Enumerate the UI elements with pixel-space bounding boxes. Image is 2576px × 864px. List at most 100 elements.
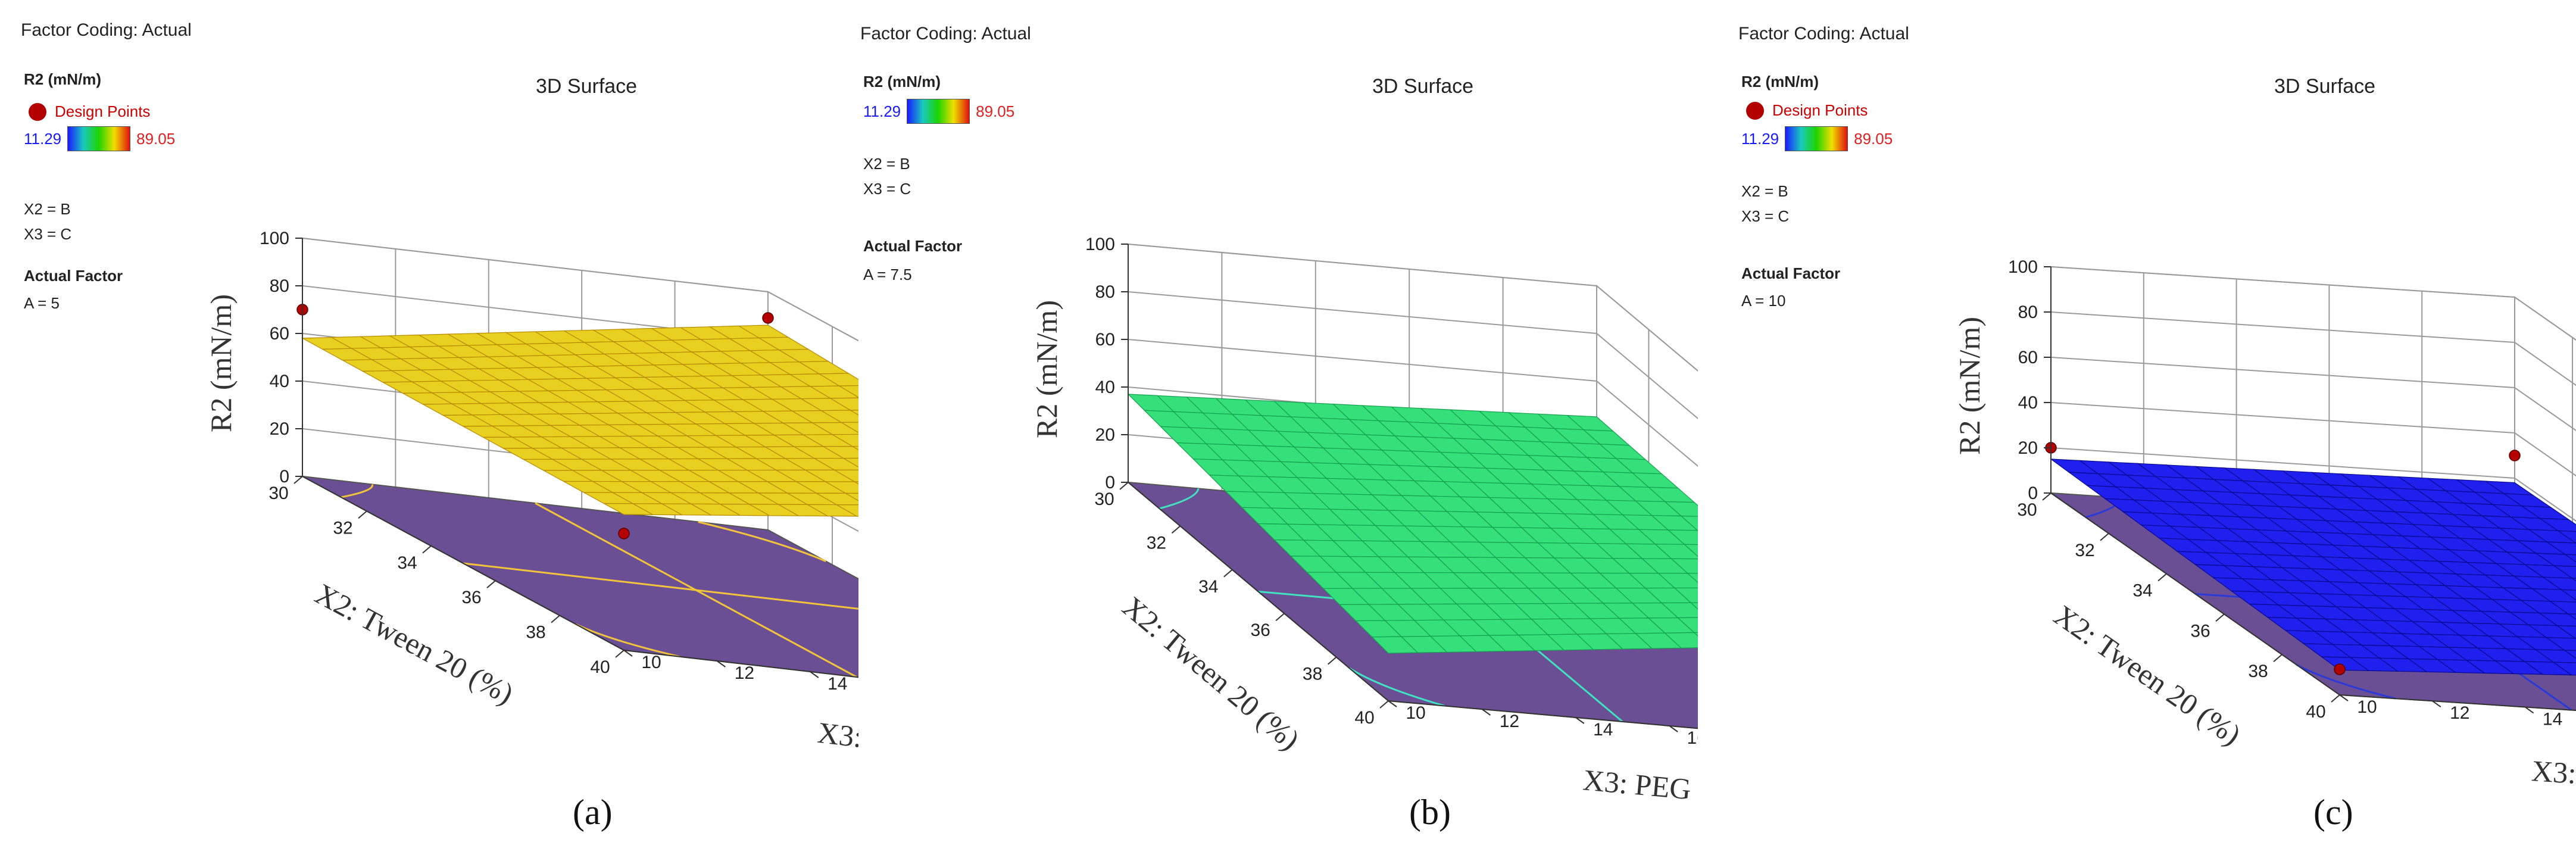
surface-cell	[1683, 544, 1698, 557]
y-tick	[1575, 717, 1585, 724]
z-tick-label: 40	[2018, 393, 2038, 413]
surface-cell	[1673, 587, 1698, 603]
y-tick-label: 10	[641, 653, 661, 672]
x-tick-label: 36	[1251, 620, 1270, 640]
surface-cell	[2531, 588, 2576, 603]
surface-plot-a: 020406080100303234363840101214161820R2 (…	[204, 229, 858, 773]
contour-curve	[1348, 667, 1445, 707]
x-tick	[2273, 654, 2283, 662]
surface-cell	[2560, 589, 2576, 601]
design-points-legend: Design Points	[1746, 101, 1868, 120]
panel-b: Factor Coding: Actual R2 (mN/m) 11.29 89…	[839, 0, 1698, 864]
x-tick-label: 36	[461, 588, 481, 607]
y-tick-label: 14	[828, 674, 847, 694]
plot-title: 3D Surface	[1372, 75, 1474, 98]
z-gridline	[302, 238, 858, 342]
x-tick	[2042, 492, 2052, 501]
x-tick-label: 34	[1198, 577, 1218, 597]
surface-cell	[2534, 649, 2576, 663]
surface-cell	[2549, 601, 2576, 615]
x-tick	[358, 510, 367, 519]
y-tick	[623, 650, 633, 657]
x3-map-label: X3 = C	[1741, 207, 1790, 225]
surface-cell	[2563, 650, 2576, 659]
surface-cell	[1690, 602, 1698, 610]
color-scale-max: 89.05	[1854, 129, 1893, 148]
x-tick	[2100, 533, 2109, 541]
factor-map: X2 = B X3 = C	[863, 151, 911, 201]
y-tick	[1669, 725, 1678, 732]
color-gradient-bar	[907, 99, 970, 124]
x-tick-label: 40	[590, 657, 610, 677]
plot-title: 3D Surface	[2274, 75, 2376, 98]
panel-caption: (a)	[573, 793, 613, 832]
x-tick	[1275, 613, 1285, 621]
color-scale-min: 11.29	[24, 129, 62, 148]
surface-plot-b: 020406080100303234363840101214161820R2 (…	[1030, 235, 1698, 815]
surface-cell	[822, 445, 858, 459]
surface-cell	[1696, 530, 1698, 532]
x-tick	[2215, 613, 2225, 622]
surface-cell	[833, 469, 858, 482]
x-tick	[2157, 573, 2167, 582]
y-tick-label: 16	[1687, 728, 1698, 748]
design-points-legend: Design Points	[29, 102, 150, 121]
y-tick	[716, 660, 726, 668]
design-point-legend-icon	[1746, 101, 1764, 120]
x-tick	[486, 580, 496, 588]
surface-cell	[813, 457, 858, 471]
x3-map-label: X3 = C	[863, 180, 911, 198]
actual-factor-value: A = 7.5	[863, 266, 912, 283]
z-tick-label: 20	[270, 419, 289, 439]
y-tick	[2339, 694, 2349, 701]
x-tick-label: 30	[2017, 500, 2037, 520]
x2-map-label: X2 = B	[24, 200, 71, 218]
z-gridline	[1128, 291, 1698, 420]
x-tick	[615, 650, 625, 658]
x-tick-label: 34	[2132, 581, 2152, 601]
design-point	[762, 312, 774, 324]
z-tick-label: 100	[260, 229, 289, 248]
y-axis-label: X3: PEG 400 (%)	[1582, 763, 1698, 815]
surface-cell	[2538, 517, 2576, 532]
z-tick-label: 60	[270, 324, 289, 344]
design-points-label: Design Points	[55, 102, 151, 120]
surface-cell	[1693, 632, 1698, 637]
x-axis-label: X2: Tween 20 (%)	[310, 577, 519, 711]
panel-caption: (b)	[1409, 793, 1451, 832]
surface-cell	[820, 410, 858, 423]
surface-plot-c: 020406080100303234363840101214161820R2 (…	[1953, 257, 2576, 801]
actual-factor-value: A = 10	[1741, 292, 1786, 310]
z-tick-label: 20	[1095, 425, 1115, 445]
surface-cell	[853, 481, 858, 485]
y-axis-label: X3: PEG 400 (%)	[2531, 754, 2576, 801]
z-axis-label: R2 (mN/m)	[204, 294, 238, 432]
surface-cell	[1664, 632, 1698, 648]
x-tick	[1327, 656, 1337, 665]
actual-factor-title: Actual Factor	[1741, 264, 1841, 282]
panel-a: Factor Coding: Actual R2 (mN/m) Design P…	[0, 0, 858, 864]
surface-cell	[1680, 515, 1698, 531]
surface-cell	[815, 492, 858, 506]
surface-cell	[2556, 530, 2576, 544]
x-tick-label: 34	[397, 553, 417, 573]
z-gridline	[2050, 402, 2576, 477]
surface-cell	[2546, 541, 2576, 556]
surface-cell	[849, 410, 858, 416]
surface-cell	[1687, 573, 1698, 584]
contour-curve	[2296, 663, 2396, 700]
y-tick	[1481, 709, 1491, 716]
response-surface	[2050, 458, 2576, 676]
x-tick	[1119, 482, 1129, 490]
factor-coding-label: Factor Coding: Actual	[21, 20, 192, 40]
response-label: R2 (mN/m)	[1741, 73, 1819, 91]
color-scale: 11.29 89.05	[24, 126, 175, 151]
surface-cell	[2563, 554, 2576, 563]
surface-cell	[1657, 573, 1698, 589]
surface-cell	[2534, 553, 2576, 567]
response-label: R2 (mN/m)	[24, 70, 102, 88]
z-tick-label: 20	[2018, 438, 2038, 458]
x-tick	[1171, 525, 1181, 534]
surface-cell	[2556, 625, 2576, 639]
x3-map-label: X3 = C	[24, 225, 72, 243]
